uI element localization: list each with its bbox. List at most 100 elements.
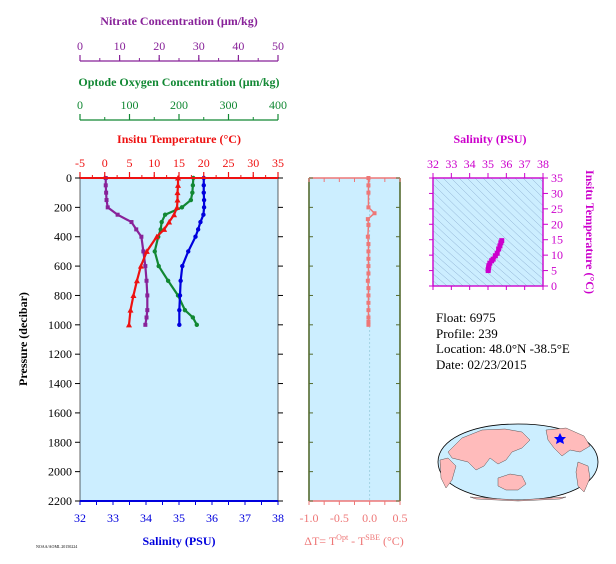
axis-lines: 0 10 20 30 40 500 100 200 300 400-5 0 5 10 15 20 25 30 35…	[48, 39, 287, 525]
nitrate-tick-label: 40	[232, 39, 244, 53]
oxygen-data-point	[194, 322, 200, 328]
pressure-tick-label: 1200	[48, 347, 72, 361]
ts-salinity-tick-label: 34	[464, 157, 476, 171]
salinity-data-point	[201, 205, 207, 210]
density-contour	[466, 178, 543, 251]
salinity-axis-title: Salinity (PSU)	[142, 534, 215, 548]
map-land-asia	[447, 428, 531, 471]
density-contour	[450, 178, 543, 266]
nitrate-tick-label: 0	[77, 39, 83, 53]
delta-t-data-point	[366, 308, 371, 313]
ts-salinity-tick-label: 35	[482, 157, 494, 171]
delta-t-data-point	[366, 271, 371, 276]
ts-salinity-tick-label: 37	[519, 157, 531, 171]
map-land-south-america	[575, 461, 591, 493]
salinity-tick-label: 35	[173, 511, 185, 525]
pressure-tick-label: 0	[66, 171, 72, 185]
float-info-block: Float: 6975 Profile: 239 Location: 48.0°…	[436, 310, 570, 372]
nitrate-data-point	[115, 212, 120, 217]
oxygen-data-point	[182, 307, 188, 313]
nitrate-data-point	[129, 220, 134, 225]
ts-temperature-tick-label: 20	[551, 217, 563, 231]
pressure-tick-label: 400	[54, 230, 72, 244]
delta-t-data-point	[372, 211, 377, 216]
pressure-tick-label: 1000	[48, 318, 72, 332]
salinity-data-point	[198, 219, 203, 225]
nitrate-data-point	[144, 315, 149, 320]
density-contour	[433, 183, 543, 286]
temperature-tick-label: 25	[223, 156, 235, 170]
oxygen-data-point	[188, 197, 194, 203]
delta-t-data-point	[366, 300, 371, 305]
density-contour	[530, 178, 543, 191]
temperature-tick-label: 15	[173, 156, 185, 170]
density-contour	[498, 178, 543, 222]
temperature-tick-label: 5	[127, 156, 133, 170]
map-land-africa	[439, 457, 457, 489]
temperature-data-point	[133, 277, 140, 284]
pressure-tick-label: 200	[54, 200, 72, 214]
temperature-data-point	[127, 307, 134, 313]
salinity-tick-label: 32	[74, 511, 86, 525]
temperature-tick-label: 0	[102, 156, 108, 170]
ts-temperature-tick-label: 35	[551, 171, 563, 185]
pressure-tick-label: 800	[54, 288, 72, 302]
salinity-tick-label: 36	[206, 511, 218, 525]
ts-temperature-tick-label: 5	[551, 264, 557, 278]
salinity-tick-label: 33	[107, 511, 119, 525]
ts-temperature-tick-label: 15	[551, 233, 563, 247]
oxygen-data-point	[179, 205, 185, 210]
density-contour	[433, 273, 448, 286]
density-contour	[522, 178, 543, 199]
ts-temperature-tick-label: 30	[551, 186, 563, 200]
ts-density-contours	[433, 168, 616, 306]
profile-date: Date: 02/23/2015	[436, 356, 527, 372]
ts-temperature-tick-label: 0	[551, 279, 557, 293]
delta-t-data-point	[366, 176, 371, 180]
map-land-australia	[497, 473, 527, 491]
salinity-data-point	[201, 212, 206, 217]
salinity-data-point	[177, 293, 183, 298]
temperature-data-point	[175, 182, 182, 188]
salinity-data-point	[180, 263, 185, 269]
map-float-marker	[554, 433, 566, 444]
salinity-data-point	[201, 183, 206, 188]
temperature-data-point	[174, 189, 181, 196]
density-contour	[433, 199, 528, 286]
nitrate-data-point	[143, 264, 148, 269]
ts-data-point	[494, 250, 500, 256]
nitrate-data-point	[145, 293, 150, 298]
delta-t-data-point	[366, 319, 371, 324]
oxygen-data-point	[156, 263, 161, 269]
temperature-tick-label: -5	[75, 156, 85, 170]
temperature-data-point	[126, 321, 133, 328]
temperature-data-point	[166, 219, 173, 225]
density-contour	[433, 237, 488, 286]
oxygen-data-point	[162, 212, 168, 217]
density-contour	[433, 207, 520, 286]
salinity-data-point	[177, 307, 182, 313]
profile-plot-area	[79, 177, 279, 502]
nitrate-tick-label: 30	[193, 39, 205, 53]
ts-title: Salinity (PSU)	[453, 132, 526, 146]
oxygen-tick-label: 400	[269, 98, 287, 112]
delta-t-data-point	[366, 242, 371, 247]
delta-t-tick-label: 0.5	[393, 511, 408, 525]
delta-t-data-point	[365, 217, 370, 222]
profile-series-layer	[103, 175, 207, 328]
ts-temperature-tick-label: 25	[551, 202, 563, 216]
temperature-tick-label: 30	[247, 156, 259, 170]
temperature-tick-label: 20	[198, 156, 210, 170]
pressure-tick-label: 1400	[48, 377, 72, 391]
salinity-data-point	[193, 234, 198, 239]
salinity-data-point	[201, 197, 207, 203]
temperature-tick-label: 35	[272, 156, 284, 170]
density-contour	[514, 178, 543, 206]
density-contour	[537, 168, 616, 306]
temperature-data-point	[171, 211, 178, 218]
nitrate-tick-label: 50	[272, 39, 284, 53]
nitrate-data-point	[105, 205, 110, 210]
ts-data-point	[490, 256, 496, 262]
